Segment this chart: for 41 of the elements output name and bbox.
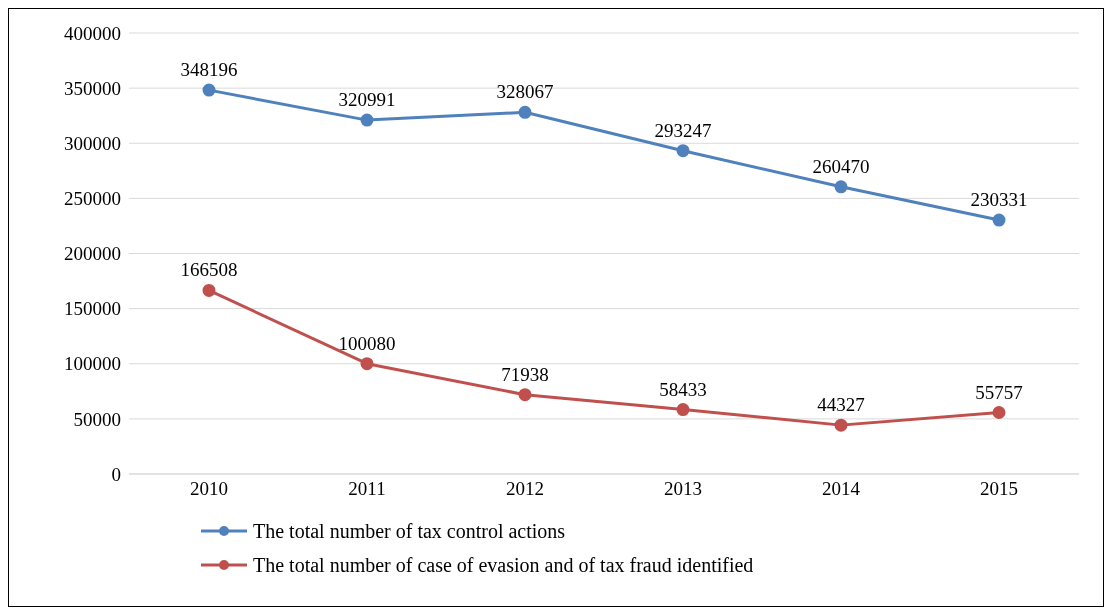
x-tick-label: 2011 bbox=[348, 478, 386, 500]
point bbox=[992, 213, 1006, 227]
point bbox=[360, 357, 374, 371]
data-label: 100080 bbox=[338, 332, 396, 354]
x-tick-label: 2014 bbox=[822, 478, 861, 500]
y-tick-label: 150000 bbox=[64, 298, 121, 320]
data-label: 58433 bbox=[659, 378, 707, 400]
data-label: 55757 bbox=[975, 381, 1023, 403]
y-tick-label: 50000 bbox=[73, 408, 121, 430]
y-tick-label: 200000 bbox=[64, 243, 121, 265]
x-tick-label: 2013 bbox=[664, 478, 702, 500]
data-label: 328067 bbox=[496, 81, 554, 103]
point bbox=[202, 83, 216, 97]
point bbox=[834, 180, 848, 194]
data-label: 348196 bbox=[180, 59, 238, 81]
point bbox=[518, 105, 532, 119]
legend-label: The total number of case of evasion and of tax fraud identified bbox=[253, 553, 754, 578]
data-label: 293247 bbox=[654, 119, 712, 141]
y-tick-label: 300000 bbox=[64, 132, 121, 154]
data-label: 166508 bbox=[180, 259, 238, 281]
y-tick-label: 0 bbox=[111, 463, 121, 485]
point bbox=[360, 113, 374, 127]
y-tick-label: 350000 bbox=[64, 77, 121, 99]
data-label: 320991 bbox=[338, 89, 396, 111]
point bbox=[676, 144, 690, 158]
y-tick-label: 250000 bbox=[64, 188, 121, 210]
x-tick-label: 2012 bbox=[506, 478, 544, 500]
y-tick-label: 400000 bbox=[64, 22, 121, 44]
data-label: 71938 bbox=[501, 363, 549, 385]
x-tick-label: 2015 bbox=[980, 478, 1018, 500]
data-label: 260470 bbox=[812, 155, 870, 177]
data-label: 44327 bbox=[817, 394, 865, 416]
point bbox=[992, 406, 1006, 420]
x-tick-label: 2010 bbox=[190, 478, 228, 500]
legend-label: The total number of tax control actions bbox=[253, 519, 566, 544]
point bbox=[518, 388, 532, 402]
point bbox=[202, 283, 216, 297]
data-label: 230331 bbox=[970, 189, 1028, 211]
point bbox=[676, 403, 690, 417]
y-tick-label: 100000 bbox=[64, 353, 121, 375]
point bbox=[834, 418, 848, 432]
